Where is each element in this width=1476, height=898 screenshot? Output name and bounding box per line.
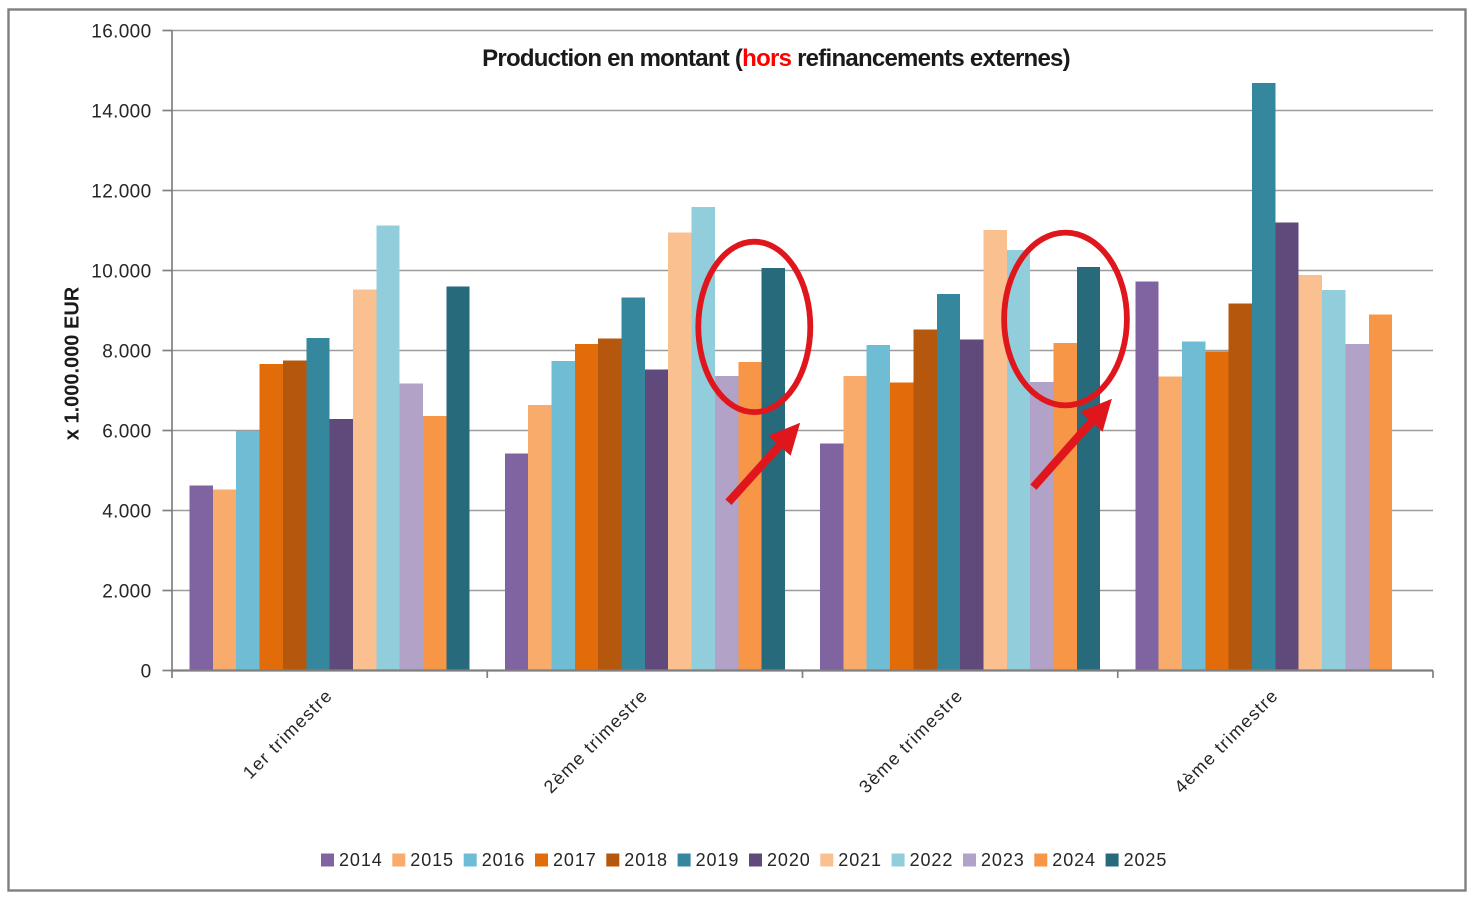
svg-text:2.000: 2.000: [102, 581, 151, 602]
svg-text:2020: 2020: [767, 850, 811, 870]
svg-text:6.000: 6.000: [102, 421, 151, 442]
svg-text:0: 0: [141, 661, 152, 682]
svg-text:2016: 2016: [482, 850, 526, 870]
svg-text:8.000: 8.000: [102, 341, 151, 362]
svg-text:4.000: 4.000: [102, 501, 151, 522]
svg-text:2018: 2018: [624, 850, 668, 870]
svg-text:x 1.000.000 EUR: x 1.000.000 EUR: [62, 286, 84, 440]
svg-text:2025: 2025: [1124, 850, 1168, 870]
svg-text:10.000: 10.000: [91, 261, 151, 282]
svg-text:16.000: 16.000: [91, 21, 151, 42]
svg-text:2019: 2019: [696, 850, 740, 870]
svg-text:Production en montant (hors re: Production en montant (hors refinancemen…: [482, 45, 1070, 72]
svg-text:2022: 2022: [910, 850, 954, 870]
svg-text:2017: 2017: [553, 850, 597, 870]
svg-text:12.000: 12.000: [91, 181, 151, 202]
svg-text:14.000: 14.000: [91, 101, 151, 122]
svg-text:2023: 2023: [981, 850, 1025, 870]
svg-text:2015: 2015: [410, 850, 454, 870]
svg-text:2014: 2014: [339, 850, 383, 870]
svg-text:2021: 2021: [838, 850, 882, 870]
svg-text:2024: 2024: [1052, 850, 1096, 870]
